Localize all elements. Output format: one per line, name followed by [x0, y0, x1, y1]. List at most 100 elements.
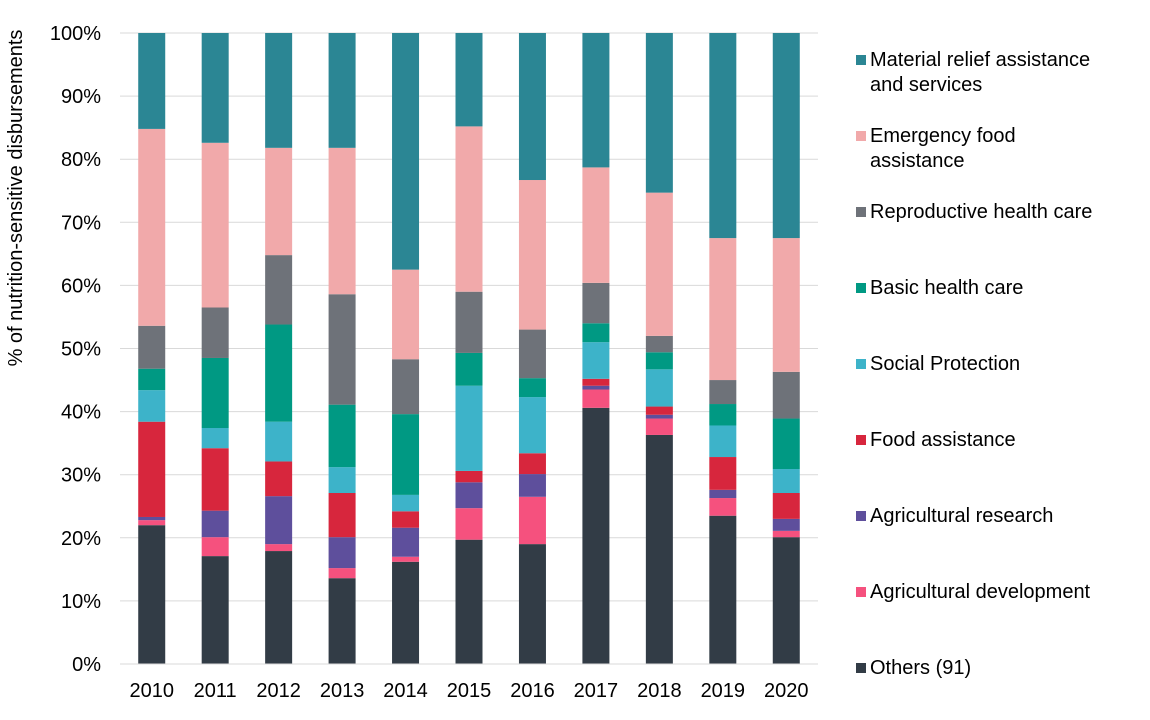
bar-segment [709, 457, 737, 490]
bar-segment [328, 294, 356, 405]
x-tick-label: 2016 [510, 680, 555, 702]
legend-label: Reproductive health care [870, 201, 1092, 223]
bar-segment [201, 556, 229, 664]
bar-segment [709, 238, 737, 381]
legend-label: Agricultural research [870, 505, 1053, 527]
bar-segment [772, 492, 800, 519]
bar-segment [709, 33, 737, 239]
y-tick-label: 100% [50, 23, 101, 45]
bar-segment [138, 421, 166, 517]
bar-segment [709, 425, 737, 458]
legend: Material relief assistance and services Em… [856, 49, 1092, 679]
bar-segment [265, 461, 293, 497]
bar-segment [138, 368, 166, 391]
bar-segment [201, 510, 229, 538]
bar-segment [328, 492, 356, 538]
bar-segment [138, 33, 166, 129]
legend-label: Basic health care [870, 277, 1023, 299]
legend-label: Emergency food assistance [870, 125, 1016, 172]
bar-segment [328, 568, 356, 579]
bar-segment [455, 470, 483, 483]
legend-label: Others (91) [870, 657, 971, 679]
bar-segment [138, 520, 166, 526]
bar-segment [582, 385, 610, 390]
bar-segment [582, 282, 610, 324]
x-tick-label: 2018 [637, 680, 682, 702]
bar-segment [518, 544, 546, 664]
bar-segment [455, 539, 483, 664]
bar-segment [265, 496, 293, 545]
bar-segment [709, 498, 737, 516]
y-axis-title: % of nutrition-sensitive disbursements [5, 30, 27, 367]
bar-segment [138, 525, 166, 664]
bar-segment [455, 352, 483, 386]
legend-label: Social Protection [870, 353, 1020, 375]
bar-segment [265, 147, 293, 256]
y-tick-label: 50% [61, 339, 101, 361]
legend-swatch [856, 207, 866, 217]
bar-segment [265, 255, 293, 325]
bar-segment [518, 496, 546, 545]
bar-segment [328, 578, 356, 664]
bar-segment [392, 359, 420, 415]
y-tick-label: 70% [61, 212, 101, 234]
bar-segment [328, 537, 356, 569]
bar-segment [265, 544, 293, 552]
bar-segment [201, 142, 229, 308]
bar-segment [518, 453, 546, 475]
bar-segment [582, 342, 610, 379]
legend-swatch [856, 55, 866, 65]
legend-swatch [856, 511, 866, 521]
bar-segment [645, 33, 673, 193]
legend-swatch [856, 435, 866, 445]
bar-segment [772, 371, 800, 419]
x-tick-label: 2010 [129, 680, 174, 702]
legend-swatch [856, 359, 866, 369]
bar-segment [265, 421, 293, 462]
bar-segment [518, 180, 546, 330]
bars [138, 33, 800, 664]
bar-segment [138, 128, 166, 326]
bar-segment [328, 33, 356, 148]
bar-segment [709, 489, 737, 499]
bar-segment [582, 407, 610, 664]
bar-segment [201, 33, 229, 143]
y-tick-label: 0% [72, 654, 101, 676]
bar-segment [328, 404, 356, 468]
bar-segment [645, 406, 673, 415]
bar-segment [709, 515, 737, 664]
bar-segment [709, 404, 737, 426]
bar-segment [518, 329, 546, 379]
bar-segment [772, 33, 800, 239]
bar-segment [772, 469, 800, 493]
bar-segment [582, 33, 610, 168]
bar-segment [582, 378, 610, 386]
y-tick-label: 90% [61, 86, 101, 108]
y-tick-label: 40% [61, 402, 101, 424]
x-tick-label: 2019 [701, 680, 746, 702]
bar-segment [518, 33, 546, 181]
bar-segment [392, 269, 420, 360]
bar-segment [582, 167, 610, 283]
y-tick-label: 20% [61, 528, 101, 550]
x-tick-label: 2012 [256, 680, 301, 702]
bar-segment [455, 33, 483, 127]
legend-label: Food assistance [870, 429, 1016, 451]
bar-segment [645, 335, 673, 353]
bar-segment [645, 414, 673, 419]
legend-swatch [856, 131, 866, 141]
bar-segment [392, 414, 420, 495]
bar-segment [772, 530, 800, 538]
bar-segment [265, 33, 293, 148]
bar-segment [772, 537, 800, 664]
bar-segment [138, 390, 166, 422]
bar-segment [392, 33, 420, 270]
bar-segment [328, 467, 356, 493]
bar-segment [772, 418, 800, 470]
bar-segment [392, 527, 420, 557]
bar-segment [455, 508, 483, 540]
bar-segment [328, 147, 356, 295]
x-tick-label: 2011 [194, 680, 237, 702]
bar-segment [518, 397, 546, 454]
bar-segment [265, 324, 293, 422]
